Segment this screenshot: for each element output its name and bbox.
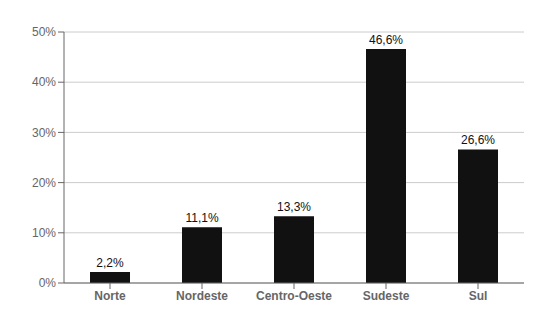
svg-text:46,6%: 46,6%	[369, 33, 403, 47]
svg-text:11,1%: 11,1%	[185, 211, 218, 225]
svg-text:Sul: Sul	[469, 289, 488, 303]
svg-text:30%: 30%	[32, 126, 56, 140]
svg-text:13,3%: 13,3%	[277, 200, 311, 214]
svg-text:Norte: Norte	[94, 289, 126, 303]
svg-text:10%: 10%	[32, 226, 56, 240]
svg-text:40%: 40%	[32, 75, 56, 89]
svg-text:Nordeste: Nordeste	[176, 289, 228, 303]
svg-text:0%: 0%	[39, 276, 57, 290]
svg-text:Sudeste: Sudeste	[363, 289, 410, 303]
svg-text:26,6%: 26,6%	[461, 133, 495, 147]
svg-text:2,2%: 2,2%	[96, 256, 124, 270]
svg-text:50%: 50%	[32, 25, 56, 39]
svg-text:20%: 20%	[32, 176, 56, 190]
svg-text:Centro-Oeste: Centro-Oeste	[256, 289, 332, 303]
